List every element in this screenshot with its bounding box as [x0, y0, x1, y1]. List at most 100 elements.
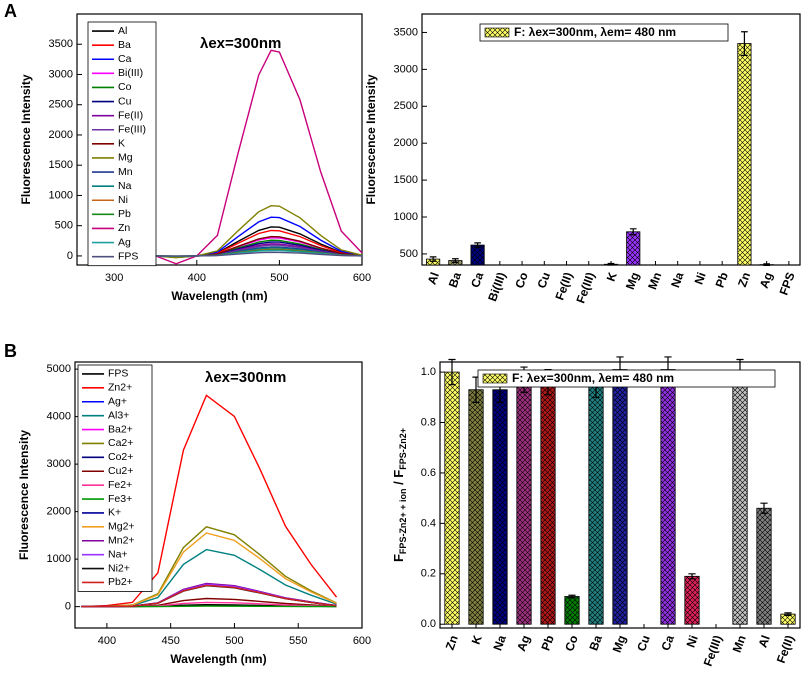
- legend-label: Ca: [118, 53, 132, 65]
- x-tick-label: Ba: [446, 270, 465, 290]
- x-tick-label: Na: [668, 270, 687, 290]
- legend-label: Zn: [118, 222, 130, 234]
- x-tick-label: Cu: [534, 270, 553, 290]
- legend-box: [479, 23, 729, 42]
- y-tick-label: 2000: [47, 506, 71, 518]
- legend-swatch: [484, 27, 510, 38]
- legend-label: Na+: [108, 548, 128, 560]
- error-bar: [688, 573, 696, 580]
- legend-label: Fe2+: [108, 479, 132, 491]
- x-tick-label: Ba: [586, 633, 605, 653]
- y-tick-label: 500: [400, 248, 418, 260]
- y-tick-label: 1000: [394, 211, 418, 223]
- y-tick-label: 1000: [49, 189, 73, 201]
- error-bar: [629, 228, 637, 236]
- x-tick-label: Co: [562, 633, 581, 653]
- y-tick-label: 1500: [49, 159, 73, 171]
- y-tick-label: 3000: [49, 68, 73, 80]
- series-line: [155, 251, 363, 257]
- y-axis-label-part: F: [391, 554, 406, 562]
- legend-label: FPS: [118, 250, 138, 262]
- error-bar: [784, 612, 792, 616]
- x-tick-label: FPS: [777, 270, 798, 297]
- legend-label: FPS: [108, 368, 128, 380]
- bar: [588, 384, 604, 625]
- y-tick-label: 3500: [49, 38, 73, 50]
- bar: [660, 369, 676, 625]
- y-tick-label: 500: [55, 220, 73, 232]
- x-tick-label: 300: [105, 272, 123, 284]
- x-tick-label: 400: [188, 272, 206, 284]
- legend-box: [477, 369, 776, 388]
- legend-label: K+: [108, 507, 121, 519]
- x-tick-label: 400: [98, 635, 116, 647]
- y-axis-label: Fluorescence Intensity: [19, 74, 33, 204]
- x-tick-label: Mg: [610, 633, 629, 654]
- x-tick-label: K: [604, 270, 620, 283]
- x-tick-label: 450: [161, 635, 179, 647]
- error-bar: [474, 242, 481, 248]
- x-tick-label: Mn: [730, 633, 749, 654]
- x-tick-label: Pb: [713, 270, 731, 289]
- annotation: λex=300nm: [200, 35, 281, 52]
- y-tick-label: 0.6: [421, 467, 436, 479]
- x-tick-label: Pb: [538, 633, 556, 652]
- bar: [468, 389, 484, 625]
- legend-label: Ba2+: [108, 423, 133, 435]
- legend-label: Mn: [118, 166, 133, 178]
- bar: [612, 369, 628, 625]
- legend-label: Ni: [118, 194, 128, 206]
- series-line: [155, 49, 363, 265]
- bar: [756, 507, 772, 625]
- x-tick-label: Cu: [634, 633, 653, 653]
- x-tick-label: Na: [490, 633, 509, 653]
- bar: [626, 231, 641, 266]
- x-tick-label: Ca: [468, 270, 487, 290]
- x-tick-label: Fe(III): [573, 270, 597, 305]
- x-tick-label: Co: [512, 270, 531, 290]
- bar: [732, 371, 748, 625]
- legend-label: Fe(III): [118, 124, 146, 136]
- y-tick-label: 1000: [47, 553, 71, 565]
- x-tick-label: Al: [425, 270, 442, 286]
- y-tick-label: 3500: [394, 26, 418, 38]
- y-tick-label: 3000: [394, 63, 418, 75]
- x-tick-label: Ni: [691, 270, 708, 286]
- legend-label: F: λex=300nm, λem= 480 nm: [512, 371, 674, 385]
- x-tick-label: Fe(II): [774, 633, 797, 665]
- y-tick-label: 0.4: [421, 517, 436, 529]
- x-axis-label: Wavelength (nm): [170, 652, 266, 666]
- bar: [737, 43, 752, 266]
- legend-label: Ca2+: [108, 437, 133, 449]
- y-tick-label: 2000: [394, 137, 418, 149]
- y-tick-label: 1.0: [421, 366, 436, 378]
- y-axis-label: FFPS-Zn2+ + ion / FFPS-Zn2+: [391, 428, 408, 562]
- panel-label: B: [4, 341, 17, 361]
- x-tick-label: 600: [353, 635, 371, 647]
- error-bar: [448, 358, 456, 386]
- x-tick-label: Ag: [514, 633, 533, 653]
- x-tick-label: 500: [225, 635, 243, 647]
- bar: [444, 371, 460, 625]
- error-bar: [452, 258, 459, 264]
- legend-label: Pb2+: [108, 576, 133, 588]
- legend-label: Ba: [118, 39, 131, 51]
- x-tick-label: Fe(II): [552, 270, 575, 302]
- y-tick-label: 0: [65, 601, 71, 613]
- legend-label: Bi(III): [118, 67, 143, 79]
- x-tick-label: Bi(III): [485, 270, 508, 303]
- y-tick-label: 2500: [49, 99, 73, 111]
- x-tick-label: 600: [353, 272, 371, 284]
- legend-box: [77, 364, 153, 592]
- y-tick-label: 4000: [47, 411, 71, 423]
- plot-frame: [76, 13, 363, 266]
- bar: [540, 381, 556, 625]
- legend-label: Fe3+: [108, 493, 132, 505]
- y-tick-label: 0.8: [421, 416, 436, 428]
- legend-label: Cu: [118, 95, 132, 107]
- legend-label: Co2+: [108, 451, 133, 463]
- legend-label: Ni2+: [108, 562, 130, 574]
- x-tick-label: Mn: [645, 270, 664, 291]
- x-axis-label: Wavelength (nm): [171, 289, 267, 303]
